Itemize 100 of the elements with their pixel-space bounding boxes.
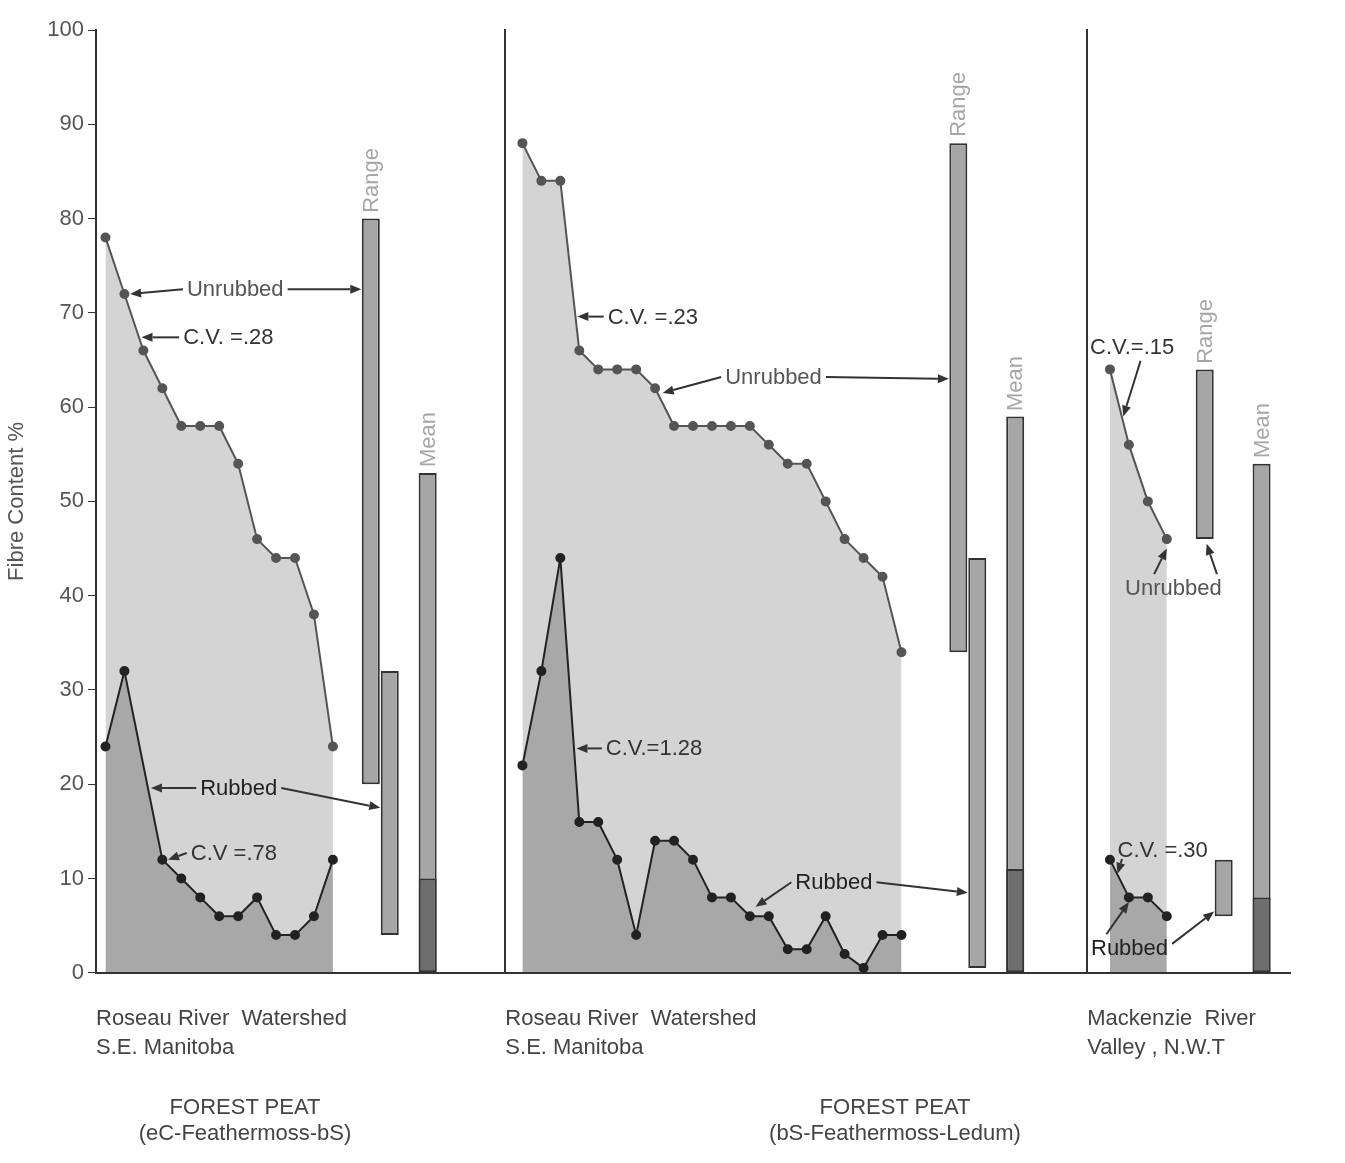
point <box>725 892 736 903</box>
text: Mean <box>1248 402 1274 458</box>
point <box>536 175 547 186</box>
y-tick-label: 30 <box>59 676 84 702</box>
text: Range <box>945 72 971 138</box>
text: FOREST PEAT (eC-Feathermoss-bS) <box>138 1094 352 1147</box>
point <box>100 232 111 243</box>
point <box>1104 364 1115 375</box>
point <box>801 944 812 955</box>
text: Unrubbed <box>186 276 284 302</box>
point <box>706 892 717 903</box>
point <box>820 911 831 922</box>
point <box>233 458 244 469</box>
point <box>744 911 755 922</box>
point <box>157 383 168 394</box>
point <box>688 854 698 865</box>
y-tick-label: 80 <box>59 204 84 230</box>
series-label: Unrubbed <box>725 363 822 389</box>
point <box>100 741 111 752</box>
point <box>896 930 907 941</box>
y-tick-label: 100 <box>47 16 84 42</box>
point <box>327 741 338 752</box>
point <box>612 854 623 865</box>
point <box>290 930 300 941</box>
point <box>593 816 604 827</box>
point <box>706 420 717 431</box>
annotation: C.V. =.28 <box>183 324 274 350</box>
point <box>308 609 319 620</box>
text: FOREST PEAT (bS-Feathermoss-Ledum) <box>769 1094 1021 1147</box>
point <box>574 345 585 356</box>
point <box>574 816 585 827</box>
text: Roseau River Watershed S.E. Manitoba <box>96 1004 348 1061</box>
text: Range <box>357 147 383 213</box>
point <box>176 873 187 884</box>
point <box>839 534 850 545</box>
point <box>1161 534 1172 545</box>
annotation: C.V.=.15 <box>1090 333 1175 359</box>
point <box>593 364 604 375</box>
text: Mackenzie River Valley , N.W.T <box>1087 1004 1256 1061</box>
y-tick-label: 0 <box>71 958 84 984</box>
point <box>782 944 793 955</box>
point <box>801 458 812 469</box>
point <box>669 835 680 846</box>
point <box>744 420 755 431</box>
point <box>214 420 225 431</box>
point <box>555 552 566 563</box>
point <box>1123 892 1134 903</box>
text: Roseau River Watershed S.E. Manitoba <box>505 1004 757 1061</box>
point <box>327 854 338 865</box>
point <box>612 364 623 375</box>
point <box>157 854 168 865</box>
point <box>517 138 528 149</box>
point <box>650 835 661 846</box>
series-label: Rubbed <box>795 869 873 895</box>
point <box>782 458 793 469</box>
point <box>877 571 888 582</box>
y-tick-label: 20 <box>59 770 84 796</box>
point <box>1142 496 1153 507</box>
point <box>858 963 869 973</box>
point <box>138 345 149 356</box>
text: Mean <box>414 412 440 468</box>
text: Rubbed <box>200 775 278 800</box>
point <box>669 420 680 431</box>
annotation: C.V. =.30 <box>1117 837 1208 863</box>
y-tick-label: 40 <box>59 581 84 607</box>
y-tick-label: 60 <box>59 393 84 419</box>
text: Range <box>1191 298 1217 364</box>
point <box>877 930 888 941</box>
point <box>896 647 907 658</box>
point <box>214 911 225 922</box>
point <box>858 552 869 563</box>
point <box>555 175 566 186</box>
point <box>631 364 642 375</box>
point <box>195 420 206 431</box>
point <box>195 892 206 903</box>
point <box>308 911 319 922</box>
annotation: C.V.=1.28 <box>605 735 703 761</box>
point <box>763 911 774 922</box>
point <box>688 420 698 431</box>
annotation: C.V. =.23 <box>607 303 699 329</box>
point <box>119 288 130 299</box>
point <box>252 534 263 545</box>
point <box>271 552 282 563</box>
point <box>839 948 850 959</box>
point <box>1142 892 1153 903</box>
point <box>631 930 642 941</box>
point <box>1123 439 1134 450</box>
text: Mean <box>1002 355 1028 411</box>
y-tick-label: 70 <box>59 298 84 324</box>
point <box>233 911 244 922</box>
annotation: C.V =.78 <box>190 840 277 866</box>
point <box>536 666 547 677</box>
point <box>725 420 736 431</box>
point <box>517 760 528 771</box>
point <box>1104 854 1115 865</box>
point <box>290 552 300 563</box>
y-tick-label: 50 <box>59 487 84 513</box>
y-tick-label: 90 <box>59 110 84 136</box>
y-axis-title: Fibre Content % <box>3 421 29 581</box>
point <box>176 420 187 431</box>
